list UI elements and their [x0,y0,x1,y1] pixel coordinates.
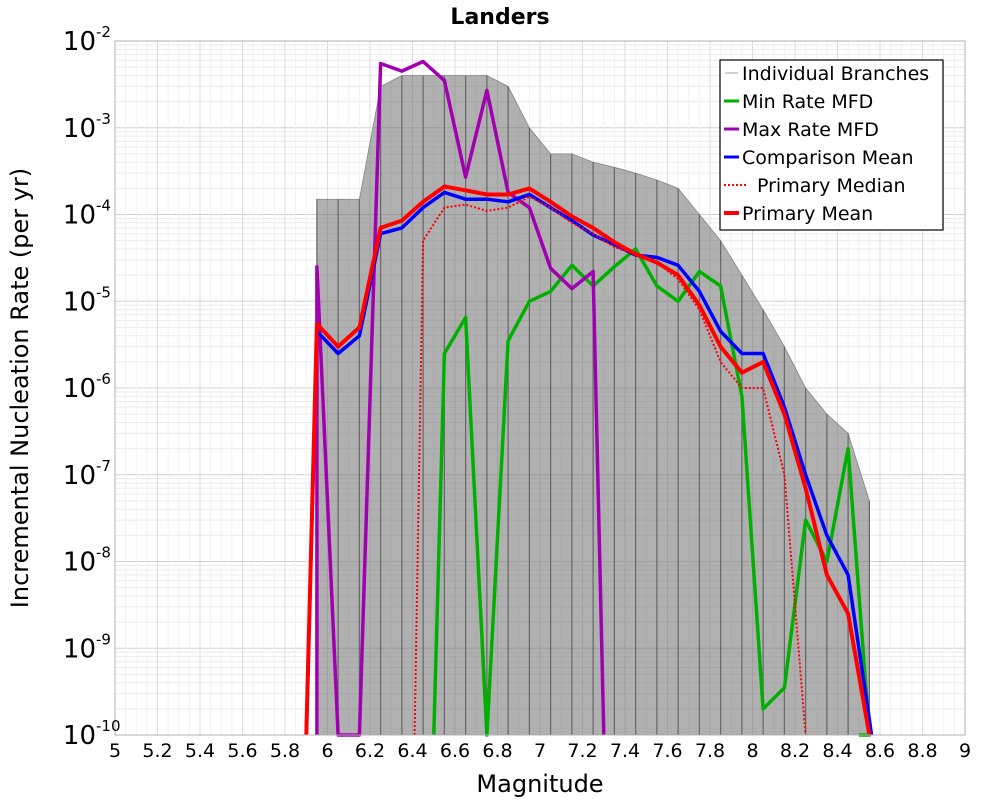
y-tick-exponent: -10 [96,717,121,735]
x-axis-label: Magnitude [476,770,603,798]
x-tick-label: 9 [959,740,971,762]
y-tick-label: 10 [63,461,96,491]
legend: Individual Branches Min Rate MFD Max Rat… [719,59,944,231]
x-tick-label: 8.4 [822,740,852,762]
x-tick-label: 5.2 [142,740,172,762]
legend-box [719,59,944,231]
y-tick-exponent: -8 [96,544,111,562]
x-tick-label: 7.4 [610,740,640,762]
x-tick-label: 5.8 [270,740,300,762]
y-tick-label: 10 [63,634,96,664]
x-tick-label: 6.2 [355,740,385,762]
x-tick-label: 8 [746,740,758,762]
x-tick-label: 5.4 [185,740,215,762]
x-tick-labels: 5 5.2 5.4 5.6 5.8 6 6.2 6.4 6.6 6.8 7 7.2 7.4 7.6 7.8 8… [109,740,971,762]
series-line-min-rate-mfd [432,247,872,737]
x-tick-label: 5 [109,740,121,762]
series-line-primary-median [413,195,807,736]
y-tick-label: 10 [63,548,96,578]
y-tick-exponent: -3 [96,110,111,128]
x-tick-label: 7 [534,740,546,762]
x-tick-label: 7.8 [695,740,725,762]
y-tick-label: 10 [63,201,96,231]
x-tick-label: 6.6 [440,740,470,762]
y-tick-label: 10 [63,287,96,317]
legend-label-max-rate: Max Rate MFD [742,119,879,141]
series-line-primary-mean [304,184,872,736]
x-tick-label: 6.4 [397,740,427,762]
legend-label-individual-branches: Individual Branches [742,63,929,85]
y-tick-exponent: -2 [96,23,111,41]
y-tick-label: 10 [63,374,96,404]
x-tick-label: 7.2 [567,740,597,762]
x-tick-label: 8.2 [780,740,810,762]
y-tick-label: 10 [63,27,96,57]
x-tick-label: 8.8 [907,740,937,762]
plot-frame [114,40,966,736]
legend-label-comparison-mean: Comparison Mean [742,147,914,169]
x-tick-label: 7.6 [652,740,682,762]
x-tick-label: 8.6 [865,740,895,762]
y-axis-label: Incremental Nucleation Rate (per yr) [6,168,34,608]
legend-label-primary-median: Primary Median [757,175,906,197]
x-tick-label: 6 [321,740,333,762]
y-tick-exponent: -4 [96,197,111,215]
x-tick-label: 5.6 [227,740,257,762]
legend-label-primary-mean: Primary Mean [742,203,873,225]
y-tick-label: 10 [63,721,96,751]
y-tick-exponent: -7 [96,457,111,475]
y-tick-exponent: -9 [96,630,111,648]
individual-branches-band [316,75,870,736]
x-tick-label: 6.8 [482,740,512,762]
chart-title: Landers [450,5,549,30]
y-tick-exponent: -6 [96,370,111,388]
y-tick-exponent: -5 [96,283,111,301]
series-line-comparison-mean [304,190,874,736]
y-tick-label: 10 [63,114,96,144]
legend-label-min-rate: Min Rate MFD [742,91,873,113]
